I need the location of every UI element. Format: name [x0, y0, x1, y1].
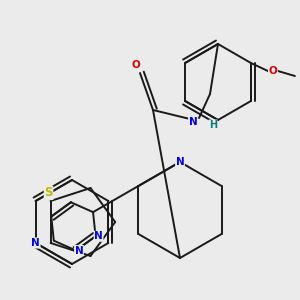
Text: O: O — [132, 60, 140, 70]
Text: H: H — [209, 120, 217, 130]
Text: N: N — [31, 238, 40, 248]
Text: N: N — [176, 157, 184, 167]
Text: O: O — [268, 66, 277, 76]
Text: N: N — [75, 245, 83, 256]
Text: N: N — [94, 231, 103, 241]
Text: S: S — [44, 187, 53, 200]
Text: N: N — [189, 117, 197, 127]
